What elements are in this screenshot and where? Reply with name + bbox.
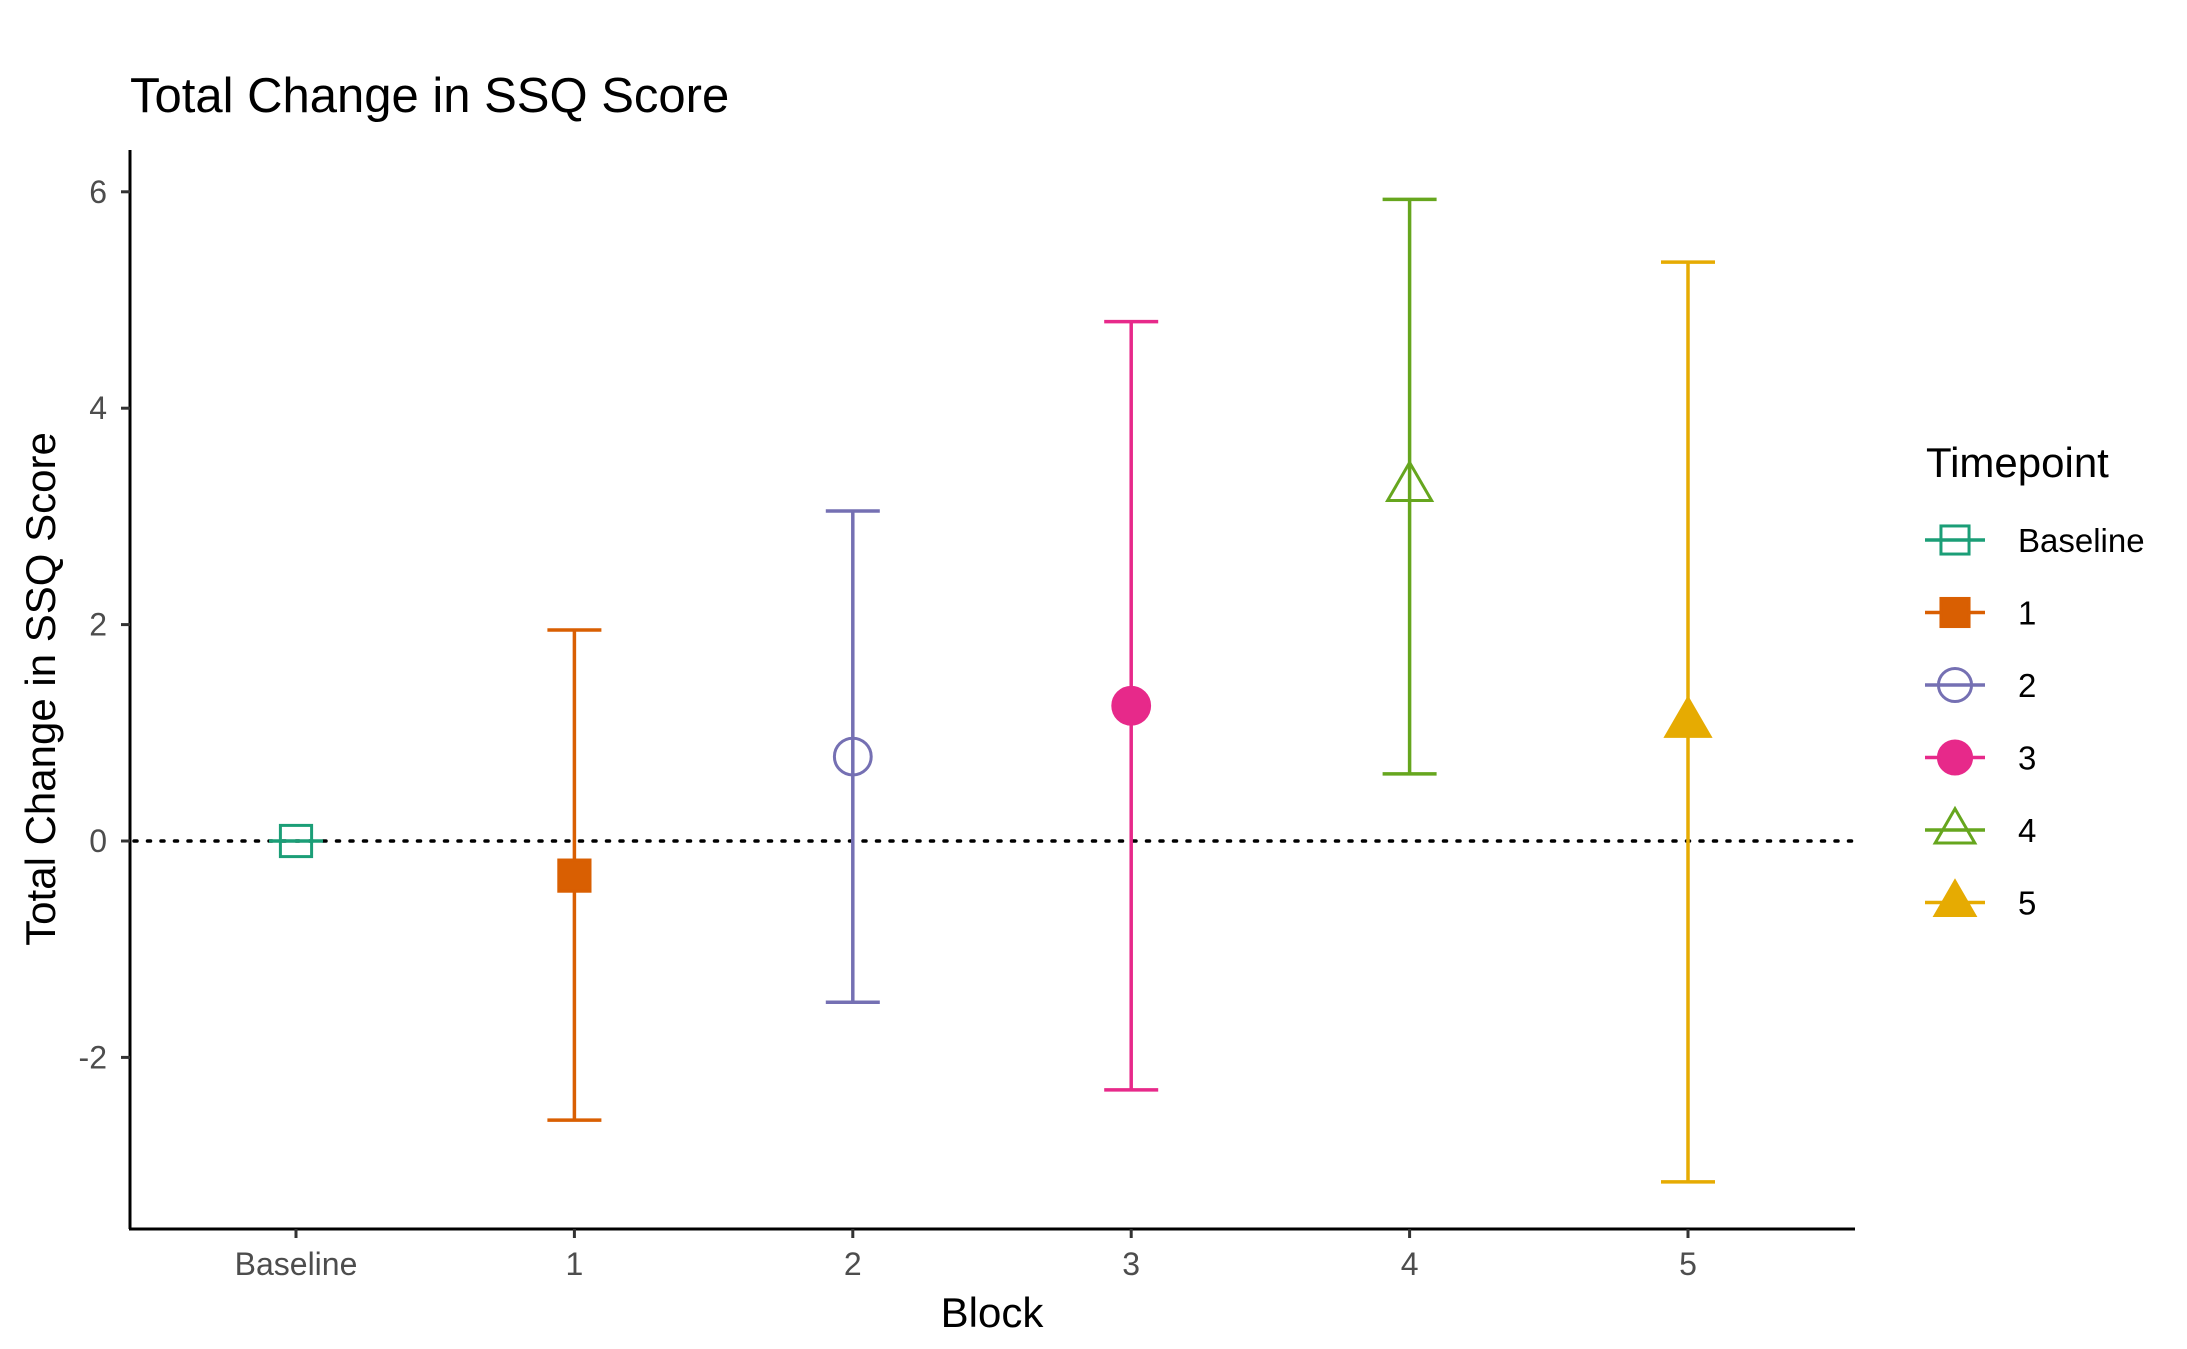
legend-item: 1: [1925, 595, 2036, 632]
legend-label: 2: [2018, 667, 2036, 704]
legend-label: Baseline: [2018, 522, 2145, 559]
data-point-marker: [1663, 695, 1713, 738]
legend: Timepoint Baseline 1 2 3 4 5: [1925, 439, 2145, 922]
legend-label: 4: [2018, 812, 2036, 849]
data-point-group: [1661, 260, 1715, 1184]
data-point-marker: [1111, 685, 1152, 726]
legend-key-marker: [1932, 805, 1978, 845]
y-axis-title: Total Change in SSQ Score: [17, 432, 64, 946]
legend-item: 5: [1925, 878, 2036, 922]
legend-title: Timepoint: [1926, 439, 2109, 486]
x-tick-label: 4: [1401, 1246, 1419, 1282]
data-point-group: [269, 823, 323, 859]
x-axis-ticks: Baseline 1 2 3 4 5: [235, 1229, 1697, 1282]
legend-item: Baseline: [1925, 522, 2145, 559]
data-point-marker: [557, 858, 592, 893]
legend-label: 1: [2018, 595, 2036, 632]
data-point-group: [1382, 197, 1437, 776]
y-tick-label: 4: [89, 390, 107, 426]
data-point-marker: [832, 736, 873, 777]
legend-key-marker: [1939, 524, 1971, 556]
x-axis-title: Block: [941, 1289, 1045, 1336]
y-tick-label: 6: [89, 174, 107, 210]
data-marks: [269, 197, 1715, 1184]
legend-key-marker: [1932, 878, 1978, 917]
legend-items: Baseline 1 2 3 4 5: [1925, 522, 2145, 922]
x-tick-label: Baseline: [235, 1246, 358, 1282]
chart-title: Total Change in SSQ Score: [130, 69, 729, 123]
legend-label: 5: [2018, 885, 2036, 922]
data-point-marker: [278, 823, 314, 859]
y-tick-label: 0: [89, 823, 107, 859]
legend-key-marker: [1936, 739, 1974, 776]
x-tick-label: 2: [844, 1246, 862, 1282]
data-point-group: [825, 509, 880, 1004]
legend-key-marker: [1939, 596, 1971, 629]
y-tick-label: -2: [79, 1039, 107, 1075]
x-tick-label: 3: [1122, 1246, 1140, 1282]
plot-area: 6 4 2 0 -2 Baseline 1 2 3 4 5: [79, 150, 1857, 1282]
data-point-group: [1104, 319, 1159, 1092]
legend-label: 3: [2018, 740, 2036, 777]
data-point-marker: [1384, 459, 1435, 503]
legend-item: 2: [1925, 666, 2036, 704]
y-axis-ticks: 6 4 2 0 -2: [79, 174, 130, 1075]
x-tick-label: 5: [1679, 1246, 1697, 1282]
x-tick-label: 1: [566, 1246, 584, 1282]
data-point-group: [547, 628, 602, 1122]
legend-key-marker: [1936, 666, 1974, 704]
legend-item: 3: [1925, 739, 2036, 777]
y-tick-label: 2: [89, 607, 107, 643]
legend-item: 4: [1925, 805, 2036, 849]
